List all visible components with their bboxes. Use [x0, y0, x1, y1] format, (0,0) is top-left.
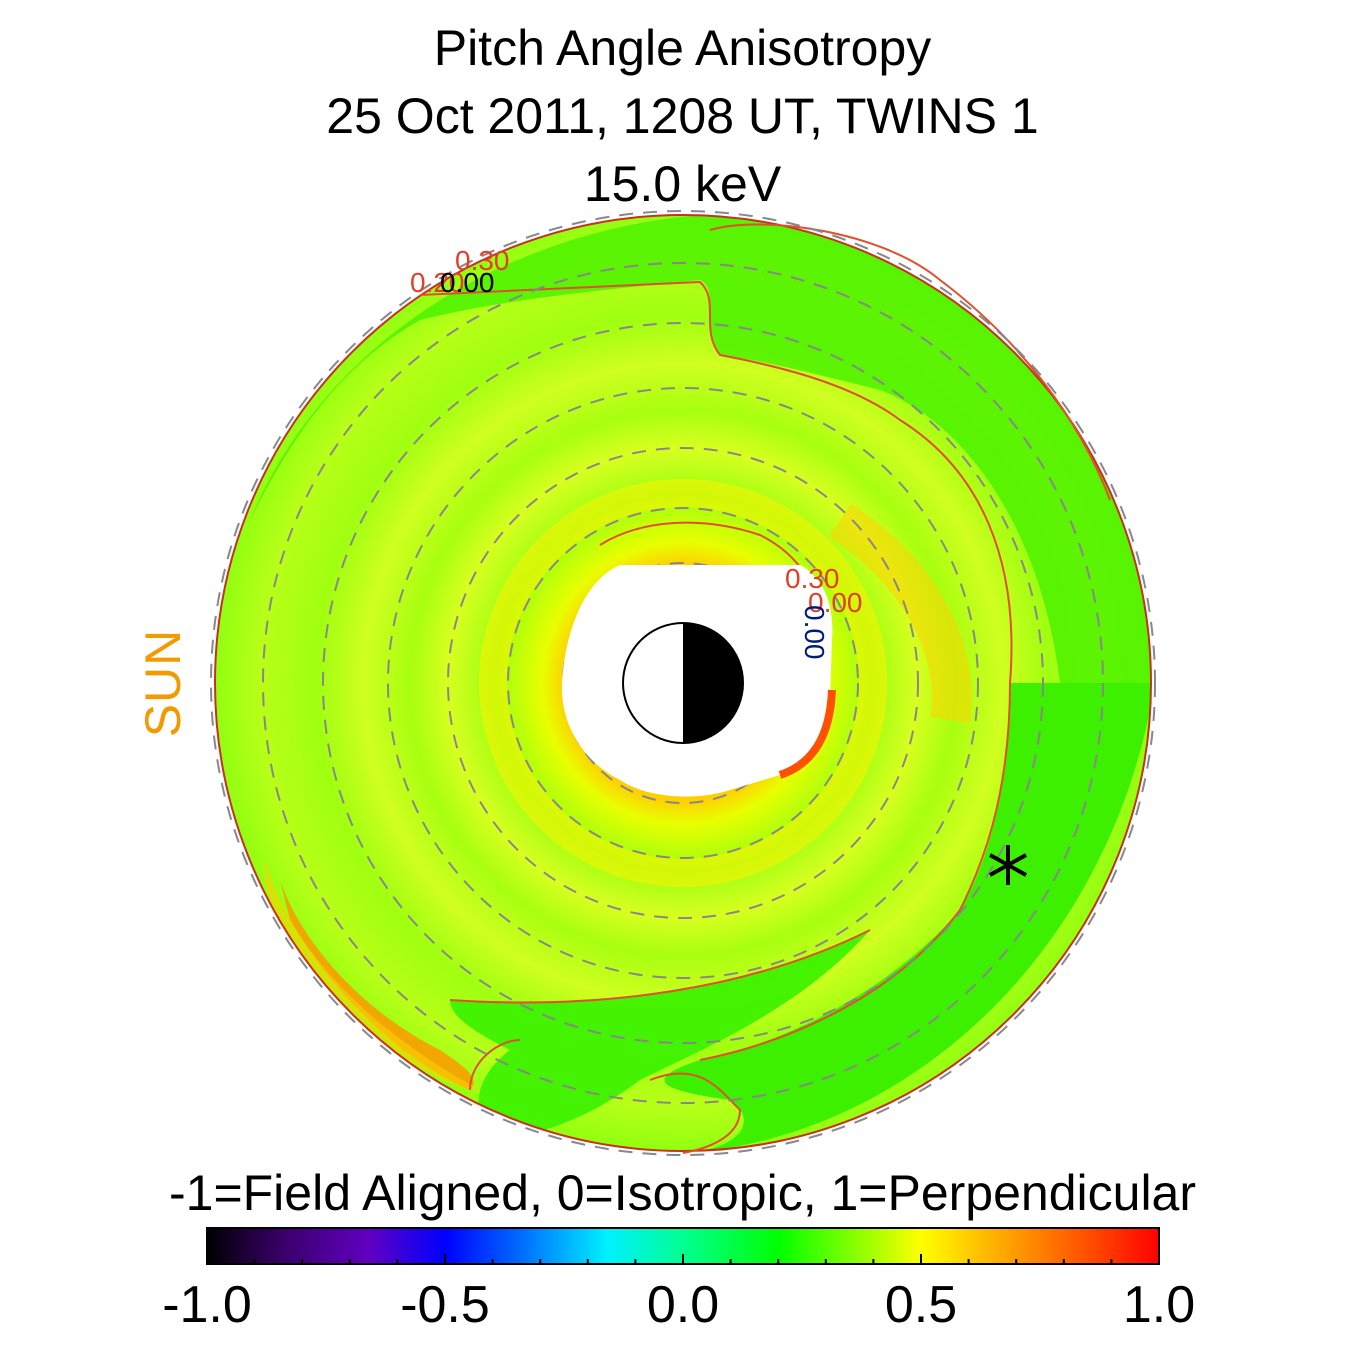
disk-boundary: [214, 214, 1152, 1152]
contour-label: 0.00: [440, 267, 495, 298]
sun-direction-label: SUN: [135, 628, 191, 738]
contour-label: 0.00: [808, 587, 863, 618]
title-line-1: Pitch Angle Anisotropy: [433, 20, 932, 76]
earth-icon: [622, 622, 744, 744]
colorbar: [206, 1227, 1160, 1265]
title-line-2: 25 Oct 2011, 1208 UT, TWINS 1: [326, 88, 1039, 144]
enhancement-sw: [280, 880, 474, 1090]
contour-labels: 0.30 0.20 0.00 0.30 0.00 0.00: [410, 245, 863, 660]
contour-label: 0.00: [799, 605, 830, 660]
contour-label: 0.30: [785, 563, 840, 594]
title-line-3: 15.0 keV: [583, 156, 782, 212]
contour-label: 0.20: [410, 267, 465, 298]
colorbar-caption: -1=Field Aligned, 0=Isotropic, 1=Perpend…: [168, 1165, 1197, 1221]
green-region-bottom: [450, 930, 870, 1140]
colorbar-tick-label: -0.5: [400, 1276, 490, 1334]
colorbar-tick-label: -1.0: [162, 1276, 252, 1334]
colorbar-tick-label: 0.5: [884, 1276, 958, 1334]
contour-label: 0.30: [455, 245, 510, 276]
colorbar-tick-label: 1.0: [1122, 1276, 1196, 1334]
green-region-top: [250, 215, 1151, 683]
star-marker-icon: [989, 845, 1027, 885]
colorbar-tick-label: 0.0: [646, 1276, 720, 1334]
